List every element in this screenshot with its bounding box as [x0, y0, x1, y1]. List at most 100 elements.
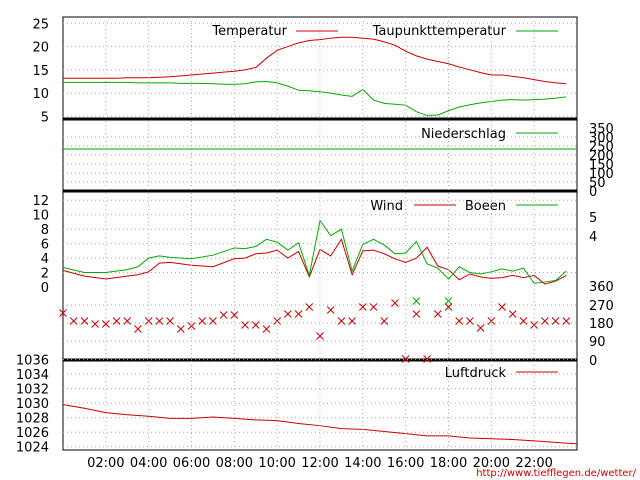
wind-direction-point [401, 355, 410, 363]
wind-direction-point [69, 317, 78, 325]
wind-direction-point-gust [412, 297, 421, 305]
y-tick-label-right: 90 [589, 335, 606, 350]
wind-direction-point [508, 310, 517, 318]
series-line-temperatur [63, 36, 567, 85]
wind-direction-point [241, 321, 249, 329]
y-tick-label-right: 0 [589, 354, 597, 369]
wind-direction-point [391, 299, 399, 307]
y-tick-label-right: 180 [589, 317, 614, 332]
legend-label: Wind [370, 199, 403, 214]
y-tick-label: 1034 [16, 368, 49, 383]
wind-direction-point [305, 303, 314, 311]
series-line-wind [62, 238, 567, 285]
y-tick-label: 1032 [16, 383, 49, 398]
wind-direction-point [101, 320, 110, 328]
wind-direction-point [166, 317, 174, 325]
source-url: http://www.tiefflegen.de/wetter/ [476, 468, 636, 479]
series-line-taupunkttemperatur [63, 80, 567, 116]
wind-direction-point [316, 332, 324, 340]
wind-direction-point [219, 311, 228, 319]
wind-direction-point [412, 310, 421, 318]
wind-direction-point [519, 317, 528, 325]
y-tick-label-right: 50 [589, 176, 606, 191]
y-tick-label: 12 [32, 194, 49, 209]
y-tick-label: 1028 [16, 412, 49, 427]
legend-label: Boeen [465, 199, 506, 214]
wind-direction-point [230, 311, 239, 319]
y-tick-label-right: 5 [589, 211, 597, 226]
y-tick-label-right: 100 [589, 167, 614, 182]
x-tick-label: 02:00 [87, 456, 124, 471]
legend-label: Niederschlag [421, 127, 506, 142]
y-tick-label: 10 [32, 87, 49, 102]
y-tick-label: 1026 [16, 426, 49, 441]
wind-direction-point [369, 303, 378, 311]
y-tick-label-right: 4 [589, 230, 597, 245]
y-tick-label-right: 350 [589, 122, 614, 137]
y-tick-label-right: 300 [589, 131, 614, 146]
legend-label: Taupunkttemperatur [372, 24, 507, 39]
y-tick-label: 20 [32, 41, 49, 56]
wind-direction-point [155, 317, 164, 325]
wind-direction-point [59, 309, 67, 317]
series-line-boeen [62, 219, 567, 284]
y-tick-label: 15 [32, 64, 49, 79]
y-tick-label: 1036 [16, 354, 49, 369]
wind-direction-point [80, 317, 89, 325]
y-tick-label-right: 0 [589, 185, 597, 200]
wind-direction-point [455, 317, 464, 325]
wind-direction-point [209, 317, 217, 325]
y-tick-label: 5 [41, 110, 49, 125]
y-tick-label-right: 250 [589, 140, 614, 155]
wind-direction-point [112, 317, 121, 325]
x-tick-label: 22:00 [515, 456, 552, 471]
y-tick-label: 0 [41, 281, 49, 296]
y-tick-label: 4 [41, 252, 49, 267]
wind-direction-point [466, 317, 474, 325]
x-tick-label: 16:00 [387, 456, 424, 471]
y-tick-label: 8 [41, 223, 49, 238]
wind-direction-point [423, 355, 431, 363]
x-tick-label: 06:00 [173, 456, 210, 471]
y-tick-label: 1030 [16, 397, 49, 412]
y-tick-label-right: 150 [589, 158, 614, 173]
legend-label: Temperatur [211, 24, 287, 39]
y-tick-label-right: 200 [589, 149, 614, 164]
wind-direction-point [562, 317, 571, 325]
wind-direction-point [348, 317, 356, 325]
y-tick-label-right: 360 [589, 280, 614, 295]
x-tick-label: 04:00 [130, 456, 167, 471]
wind-direction-point [262, 325, 271, 333]
wind-direction-point [541, 317, 549, 325]
y-tick-label: 1024 [16, 441, 49, 456]
wind-direction-point [433, 310, 442, 318]
wind-direction-point [337, 317, 346, 325]
wind-direction-point [498, 303, 506, 311]
x-tick-label: 18:00 [430, 456, 467, 471]
wind-direction-point [551, 317, 560, 325]
wind-direction-point [198, 317, 207, 325]
y-tick-label: 25 [32, 17, 49, 32]
wind-direction-point [176, 325, 185, 333]
wind-direction-point [134, 325, 142, 333]
wind-direction-point [294, 310, 303, 318]
wind-direction-point [251, 321, 260, 329]
wind-direction-point [358, 303, 367, 311]
wind-direction-point [91, 320, 99, 328]
wind-direction-point [326, 306, 335, 314]
y-tick-label: 2 [41, 267, 49, 282]
x-tick-label: 08:00 [216, 456, 253, 471]
y-tick-label: 6 [41, 238, 49, 253]
y-tick-label-right: 270 [589, 299, 614, 314]
wind-direction-point [476, 324, 485, 332]
legend-label: Luftdruck [445, 366, 507, 381]
wind-direction-point [444, 303, 453, 311]
wind-direction-point [380, 317, 389, 325]
x-tick-label: 14:00 [344, 456, 381, 471]
x-tick-label: 20:00 [473, 456, 510, 471]
wind-direction-point [284, 310, 292, 318]
x-tick-label: 12:00 [301, 456, 338, 471]
x-tick-label: 10:00 [258, 456, 295, 471]
y-tick-label: 10 [32, 209, 49, 224]
